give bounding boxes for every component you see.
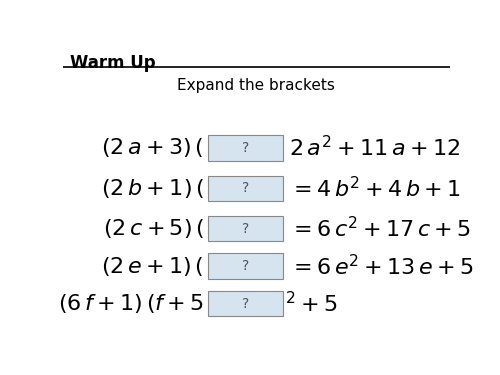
Text: $(2\,e+1)\,($: $(2\,e+1)\,($ bbox=[101, 255, 204, 278]
Text: ?: ? bbox=[242, 259, 249, 273]
Text: Expand the brackets: Expand the brackets bbox=[178, 78, 335, 93]
FancyBboxPatch shape bbox=[208, 216, 284, 242]
Text: ?: ? bbox=[242, 181, 249, 195]
Text: Warm Up: Warm Up bbox=[70, 54, 156, 72]
Text: ?: ? bbox=[242, 141, 249, 155]
Text: $(6\,f+1)\,(f+5$: $(6\,f+1)\,(f+5$ bbox=[58, 292, 204, 315]
Text: $\;2\,a^2+11\,a+12$: $\;2\,a^2+11\,a+12$ bbox=[284, 135, 461, 160]
Text: $\;=4\,b^2+4\,b+1$: $\;=4\,b^2+4\,b+1$ bbox=[284, 176, 462, 201]
FancyBboxPatch shape bbox=[208, 291, 284, 316]
Text: $^{\,2}+5$: $^{\,2}+5$ bbox=[284, 291, 338, 316]
Text: $\;=6\,c^2+17\,c+5$: $\;=6\,c^2+17\,c+5$ bbox=[284, 216, 471, 241]
FancyBboxPatch shape bbox=[208, 176, 284, 201]
Text: $(2\,c+5)\,($: $(2\,c+5)\,($ bbox=[102, 217, 204, 240]
Text: $\;=6\,e^2+13\,e+5$: $\;=6\,e^2+13\,e+5$ bbox=[284, 254, 474, 279]
Text: ?: ? bbox=[242, 297, 249, 311]
Text: ?: ? bbox=[242, 222, 249, 236]
FancyBboxPatch shape bbox=[208, 254, 284, 279]
Text: $(2\,b+1)\,($: $(2\,b+1)\,($ bbox=[101, 177, 204, 200]
Text: $(2\,a+3)\,($: $(2\,a+3)\,($ bbox=[101, 136, 204, 159]
FancyBboxPatch shape bbox=[208, 135, 284, 160]
